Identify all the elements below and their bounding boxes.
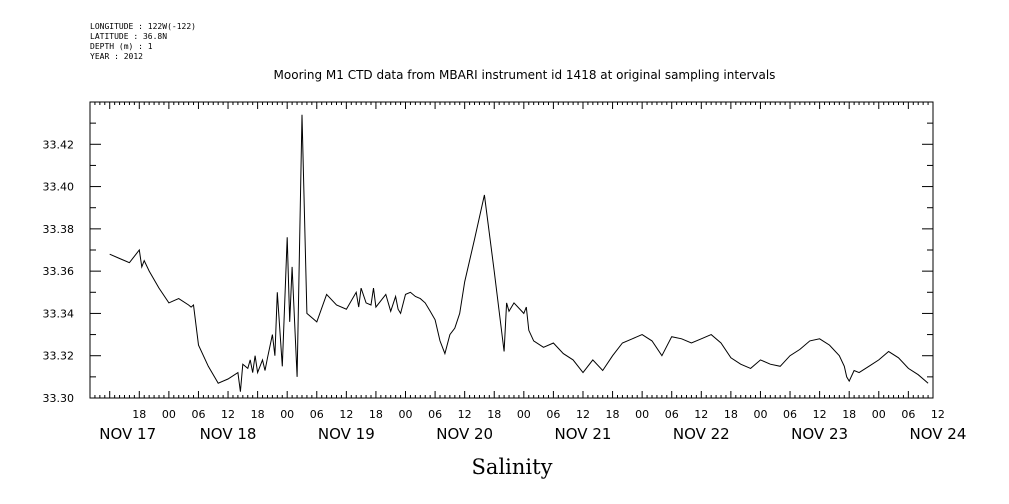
x-hour-tick-label: 18	[606, 408, 620, 421]
x-hour-tick-label: 06	[665, 408, 679, 421]
x-hour-tick-label: 06	[901, 408, 915, 421]
x-hour-tick-label: 00	[635, 408, 649, 421]
x-date-label: NOV 24	[909, 425, 966, 443]
longitude-label: LONGITUDE : 122W(-122)	[90, 22, 196, 31]
x-hour-tick-label: 12	[576, 408, 590, 421]
y-tick-label: 33.34	[43, 307, 75, 320]
axes-ticks: 18 00 06 12 18 00 06 12 18 00 06 12 18 00 06 12 18 00 06 12…	[43, 101, 966, 443]
x-hour-tick-label: 00	[162, 408, 176, 421]
y-tick-label: 33.42	[43, 138, 75, 151]
x-axis-label: Salinity	[471, 455, 553, 479]
x-hour-tick-label: 12	[931, 408, 945, 421]
x-date-label: NOV 18	[200, 425, 257, 443]
x-hour-tick-label: 18	[132, 408, 146, 421]
latitude-label: LATITUDE : 36.8N	[90, 32, 168, 41]
x-hour-tick-label: 06	[546, 408, 560, 421]
x-hour-tick-label: 12	[813, 408, 827, 421]
x-hour-tick-label: 18	[251, 408, 265, 421]
x-hour-tick-label: 00	[517, 408, 531, 421]
x-hour-tick-label: 06	[191, 408, 205, 421]
x-hour-tick-label: 12	[458, 408, 472, 421]
x-hour-tick-label: 00	[399, 408, 413, 421]
x-date-label: NOV 17	[99, 425, 156, 443]
plot-frame	[89, 101, 934, 399]
salinity-series-line	[109, 114, 929, 392]
x-hour-tick-label: 18	[487, 408, 501, 421]
year-label: YEAR : 2012	[90, 52, 143, 61]
x-hour-tick-label: 00	[280, 408, 294, 421]
x-date-label: NOV 21	[555, 425, 612, 443]
metadata-block: LONGITUDE : 122W(-122) LATITUDE : 36.8N …	[90, 22, 196, 62]
x-hour-tick-label: 06	[783, 408, 797, 421]
y-tick-label: 33.38	[43, 223, 75, 236]
y-tick-label: 33.32	[43, 350, 75, 363]
y-tick-label: 33.30	[43, 392, 75, 405]
x-date-label: NOV 20	[436, 425, 493, 443]
x-date-label: NOV 23	[791, 425, 848, 443]
x-hour-tick-label: 12	[221, 408, 235, 421]
x-hour-tick-label: 18	[724, 408, 738, 421]
x-hour-tick-label: 00	[872, 408, 886, 421]
plot-border	[89, 101, 934, 399]
series-layer	[109, 114, 929, 392]
x-hour-tick-label: 06	[310, 408, 324, 421]
depth-label: DEPTH (m) : 1	[90, 42, 153, 51]
y-tick-label: 33.40	[43, 181, 75, 194]
x-hour-tick-label: 12	[694, 408, 708, 421]
x-hour-tick-label: 18	[842, 408, 856, 421]
x-date-label: NOV 19	[318, 425, 375, 443]
x-hour-tick-label: 06	[428, 408, 442, 421]
x-hour-tick-label: 12	[339, 408, 353, 421]
x-date-label: NOV 22	[673, 425, 730, 443]
y-tick-label: 33.36	[43, 265, 75, 278]
x-hour-tick-label: 00	[753, 408, 767, 421]
chart-title: Mooring M1 CTD data from MBARI instrumen…	[273, 68, 776, 82]
x-hour-tick-label: 18	[369, 408, 383, 421]
